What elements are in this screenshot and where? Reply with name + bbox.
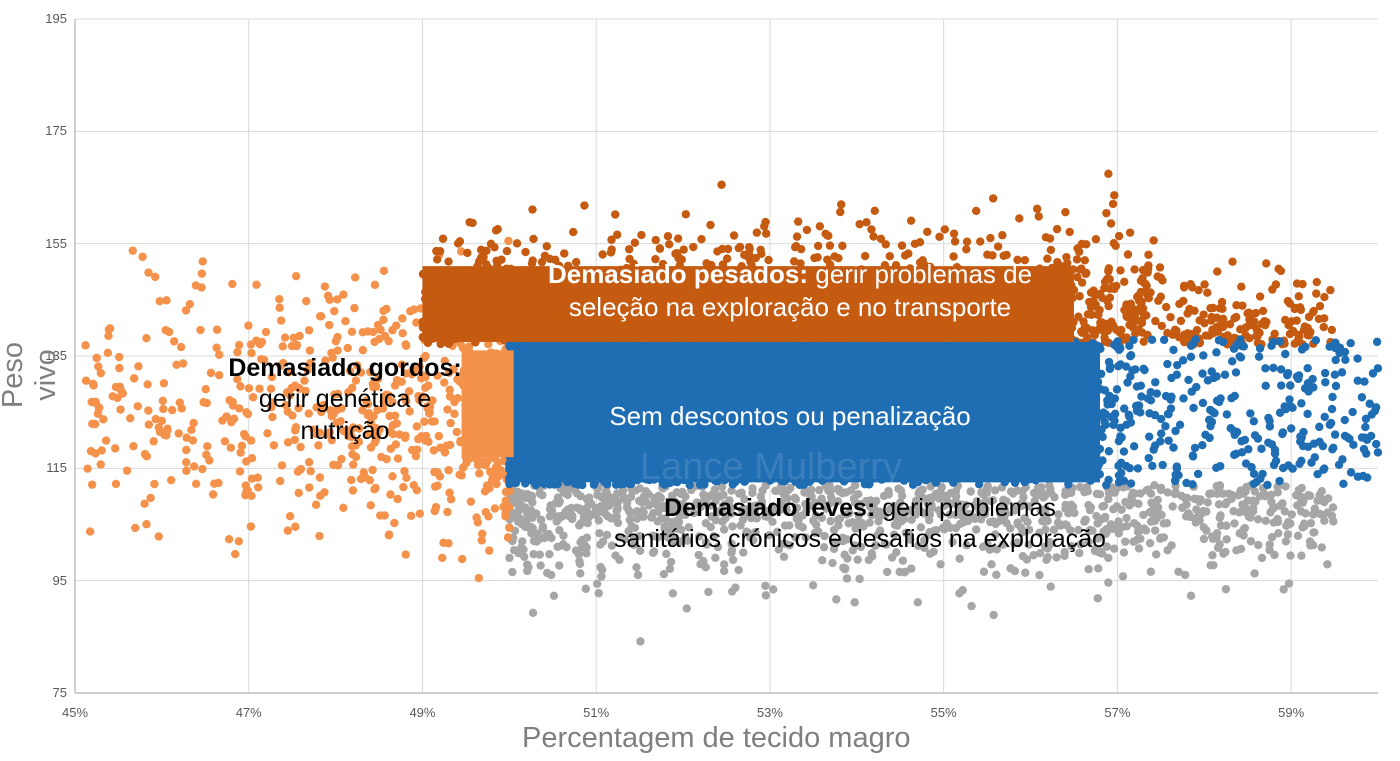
y-tick-label: 75 [52, 685, 67, 700]
x-tick-label: 55% [930, 705, 957, 720]
y-tick-label: 115 [46, 460, 67, 476]
x-axis-title: Percentagem de tecido magro [522, 722, 911, 754]
x-tick-label: 59% [1278, 705, 1305, 720]
x-tick-label: 49% [409, 705, 436, 720]
data-points [81, 169, 1383, 646]
annotation-too-fat: Demasiado gordos: gerir genética e nutri… [180, 353, 510, 447]
y-tick-label: 135 [45, 348, 67, 363]
annotation-no-penalty-text: Sem descontos ou penalização [609, 401, 971, 431]
annotation-too-fat-text-2: nutrição [300, 416, 390, 445]
annotation-too-light: Demasiado leves: gerir problemas sanitár… [560, 493, 1160, 556]
annotation-too-light-text-2: sanitários crónicos e desafios na explor… [614, 525, 1106, 554]
x-tick-label: 47% [235, 705, 262, 720]
annotation-too-heavy-text-2: seleção na exploração e no transporte [568, 291, 1012, 322]
annotation-too-light-label: Demasiado leves: [664, 494, 876, 522]
watermark: Lance Mulberry [640, 446, 902, 488]
annotation-no-penalty: Sem descontos ou penalização [540, 400, 1040, 433]
annotation-too-heavy-label: Demasiado pesados: [547, 259, 809, 289]
x-tick-label: 51% [583, 705, 610, 720]
annotation-too-fat-text: gerir genética e [258, 385, 432, 414]
y-tick-label: 155 [45, 235, 67, 251]
y-tick-label: 175 [45, 123, 67, 139]
x-tick-label: 53% [756, 705, 783, 720]
annotation-too-light-text: gerir problemas [875, 494, 1056, 522]
x-tick-label: 57% [1104, 705, 1131, 720]
x-tick-label: 45% [61, 705, 89, 720]
y-axis-title: Peso vivo [0, 341, 62, 409]
annotation-too-heavy-text: gerir problemas de [808, 259, 1033, 289]
annotation-too-fat-label: Demasiado gordos: [228, 354, 462, 382]
axis-lines [74, 19, 1378, 694]
y-tick-label: 95 [52, 572, 67, 588]
annotation-too-heavy: Demasiado pesados: gerir problemas de se… [480, 258, 1100, 323]
y-tick-label: 195 [45, 11, 67, 26]
